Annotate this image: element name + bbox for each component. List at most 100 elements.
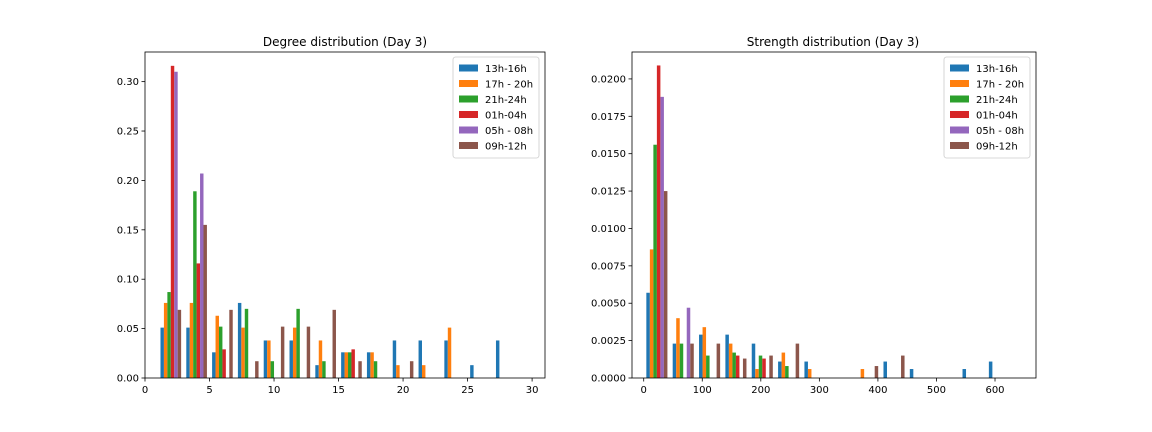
degree-bar	[495, 340, 500, 378]
degree-bar	[470, 365, 474, 378]
strength-y-tick-label: 0.0050	[591, 299, 626, 310]
degree-bar	[193, 191, 197, 378]
degree-bar	[418, 340, 422, 378]
strength-legend-swatch	[950, 80, 969, 87]
degree-bar	[200, 173, 204, 378]
degree-bar	[370, 352, 374, 378]
strength-bar	[742, 358, 747, 378]
strength-bar	[660, 96, 664, 379]
strength-x-tick-label: 300	[810, 385, 829, 396]
degree-bar	[160, 327, 164, 378]
strength-legend-swatch	[950, 126, 969, 134]
strength-legend-label: 09h-12h	[976, 142, 1018, 153]
degree-plot-area: 0 5 10 15 20 25 30 0.00 0.05 0.10 0.15 0.20 0.25 0.30…	[117, 51, 546, 396]
strength-y-tick-label: 0.0100	[591, 224, 626, 235]
strength-y-tick-label: 0.0025	[591, 336, 626, 347]
strength-bar	[676, 318, 680, 378]
degree-bar	[322, 361, 326, 378]
degree-bars	[160, 65, 500, 378]
strength-bar	[663, 191, 668, 378]
strength-bar	[735, 355, 740, 378]
strength-y-tick-label: 0.0000	[591, 374, 626, 385]
strength-bar	[649, 249, 654, 378]
strength-y-tick-label: 0.0175	[591, 112, 626, 123]
strength-bar	[751, 343, 756, 378]
degree-bar	[263, 340, 268, 378]
degree-x-tick-label: 0	[142, 385, 148, 396]
strength-bar	[646, 292, 650, 378]
strength-axes-frame	[631, 51, 1037, 379]
degree-bar	[241, 327, 245, 378]
strength-bar	[706, 355, 710, 378]
strength-legend-swatch	[950, 111, 969, 118]
strength-bars	[646, 65, 993, 379]
degree-bar	[196, 263, 201, 378]
degree-bar	[222, 349, 226, 378]
strength-x-tick-label: 600	[985, 385, 1004, 396]
strength-bar	[702, 327, 707, 378]
strength-bar	[732, 352, 736, 378]
degree-chart-title: Degree distribution (Day 3)	[263, 35, 427, 49]
strength-bar	[690, 343, 694, 378]
degree-chart: Degree distribution (Day 3) 0 5 10 15 20 25 30…	[117, 35, 546, 396]
degree-bar	[447, 327, 452, 378]
degree-bar	[237, 302, 242, 378]
strength-bar	[804, 361, 808, 378]
degree-bar	[315, 365, 319, 378]
degree-bar	[341, 352, 345, 378]
degree-bar	[203, 224, 207, 378]
strength-plot-area: 0 100 200 300 400 500 600 0.0000 0.0025 0.0050 0.0…	[591, 51, 1037, 396]
strength-bar	[781, 352, 786, 378]
strength-bar	[653, 144, 657, 378]
strength-bar	[807, 369, 812, 378]
strength-chart: Strength distribution (Day 3) 0 100 200 300…	[591, 35, 1037, 396]
degree-legend-swatch	[459, 95, 478, 103]
degree-legend-label: 05h - 08h	[485, 126, 533, 137]
degree-legend-swatch	[459, 111, 478, 118]
degree-bar	[186, 327, 190, 378]
strength-legend-label: 13h-16h	[976, 64, 1018, 75]
degree-legend-swatch	[459, 80, 478, 87]
strength-bar	[778, 361, 782, 378]
strength-bar	[901, 355, 905, 378]
degree-bar	[218, 326, 223, 378]
strength-legend-label: 05h - 08h	[976, 126, 1024, 137]
strength-bar	[795, 343, 800, 378]
strength-legend-label: 21h-24h	[976, 95, 1018, 106]
strength-bar	[755, 369, 759, 378]
degree-bar	[255, 361, 259, 378]
strength-legend: 13h-16h 17h - 20h 21h-24h 01h-04h 05h - 08h 0…	[943, 56, 1031, 159]
strength-bar	[769, 355, 773, 378]
degree-legend-label: 13h-16h	[485, 64, 527, 75]
strength-bar	[874, 366, 879, 378]
degree-bar	[163, 302, 168, 378]
degree-bar	[292, 327, 297, 378]
degree-bar	[244, 308, 249, 378]
degree-bar	[332, 309, 336, 378]
strength-bar	[962, 369, 967, 378]
strength-y-tick-label: 0.0075	[591, 261, 626, 272]
degree-bar	[170, 65, 175, 378]
strength-bar	[762, 358, 766, 378]
degree-legend-swatch	[459, 142, 478, 149]
degree-legend-swatch	[459, 64, 478, 72]
strength-legend-label: 01h-04h	[976, 111, 1018, 122]
strength-y-tick-label: 0.0125	[591, 187, 626, 198]
degree-legend-label: 17h - 20h	[485, 80, 533, 91]
degree-legend-swatch	[459, 126, 478, 134]
strength-bar	[672, 343, 677, 378]
degree-y-tick-label: 0.05	[117, 324, 139, 335]
degree-y-tick-label: 0.25	[117, 127, 139, 138]
strength-bar	[686, 307, 691, 378]
strength-x-tick-label: 200	[751, 385, 770, 396]
degree-bar	[409, 361, 414, 378]
degree-bar	[358, 361, 362, 378]
degree-x-tick-label: 15	[332, 385, 345, 396]
degree-bar	[444, 340, 448, 378]
degree-bar	[289, 340, 293, 378]
degree-bar	[280, 326, 285, 378]
strength-x-tick-label: 500	[927, 385, 946, 396]
strength-bar	[716, 343, 721, 378]
strength-bar	[725, 334, 729, 378]
strength-bar	[699, 334, 703, 378]
